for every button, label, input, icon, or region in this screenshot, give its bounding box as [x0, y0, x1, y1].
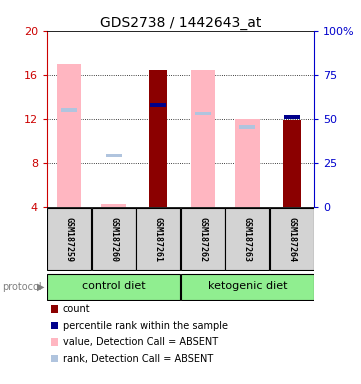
Bar [235, 119, 260, 207]
Text: GSM187259: GSM187259 [65, 217, 74, 262]
Bar [92, 208, 136, 270]
Text: GSM187263: GSM187263 [243, 217, 252, 262]
Text: GSM187262: GSM187262 [198, 217, 207, 262]
Bar [47, 274, 180, 300]
Bar [284, 115, 300, 119]
Text: control diet: control diet [82, 281, 145, 291]
Text: count: count [63, 304, 91, 314]
Text: GSM187264: GSM187264 [287, 217, 296, 262]
Bar [283, 120, 301, 207]
Bar [225, 208, 269, 270]
Text: GSM187260: GSM187260 [109, 217, 118, 262]
Bar [101, 204, 126, 207]
Text: ketogenic diet: ketogenic diet [208, 281, 287, 291]
Bar [106, 154, 122, 157]
Bar [239, 125, 255, 129]
Text: protocol: protocol [2, 282, 42, 292]
Bar [61, 108, 77, 112]
Text: rank, Detection Call = ABSENT: rank, Detection Call = ABSENT [63, 354, 213, 364]
Bar [181, 274, 314, 300]
Bar [191, 71, 215, 207]
Bar [270, 208, 314, 270]
Text: percentile rank within the sample: percentile rank within the sample [63, 321, 228, 331]
Bar [149, 71, 167, 207]
Bar [195, 112, 210, 116]
Bar [181, 208, 225, 270]
Bar [151, 103, 166, 107]
Text: ▶: ▶ [37, 282, 44, 292]
Bar [57, 64, 82, 207]
Bar [47, 208, 91, 270]
Title: GDS2738 / 1442643_at: GDS2738 / 1442643_at [100, 16, 261, 30]
Text: value, Detection Call = ABSENT: value, Detection Call = ABSENT [63, 337, 218, 347]
Text: GSM187261: GSM187261 [154, 217, 163, 262]
Bar [136, 208, 180, 270]
